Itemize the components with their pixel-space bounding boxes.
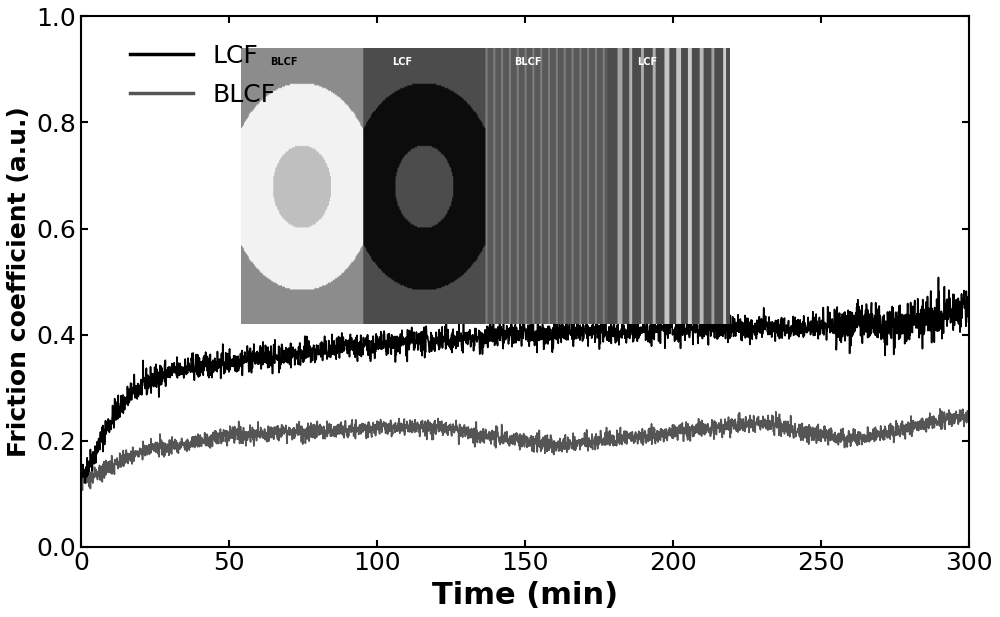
LCF: [75, 471, 87, 478]
LCF: [230, 354, 242, 361]
LCF: [455, 336, 467, 344]
BLCF: [963, 409, 975, 416]
BLCF: [934, 405, 946, 413]
LCF: [416, 352, 428, 359]
Legend: LCF, BLCF: LCF, BLCF: [120, 35, 286, 117]
Y-axis label: Friction coefficient (a.u.): Friction coefficient (a.u.): [7, 106, 31, 457]
LCF: [963, 308, 975, 316]
BLCF: [76, 486, 88, 494]
BLCF: [946, 421, 958, 428]
LCF: [177, 368, 189, 376]
BLCF: [850, 432, 862, 439]
BLCF: [416, 420, 428, 427]
BLCF: [75, 476, 87, 484]
LCF: [79, 479, 91, 487]
LCF: [946, 305, 958, 312]
X-axis label: Time (min): Time (min): [432, 581, 618, 610]
BLCF: [455, 428, 467, 435]
Line: BLCF: BLCF: [81, 409, 969, 490]
LCF: [932, 274, 944, 281]
BLCF: [230, 436, 242, 444]
BLCF: [177, 441, 189, 449]
LCF: [850, 313, 862, 321]
Line: LCF: LCF: [81, 278, 969, 483]
